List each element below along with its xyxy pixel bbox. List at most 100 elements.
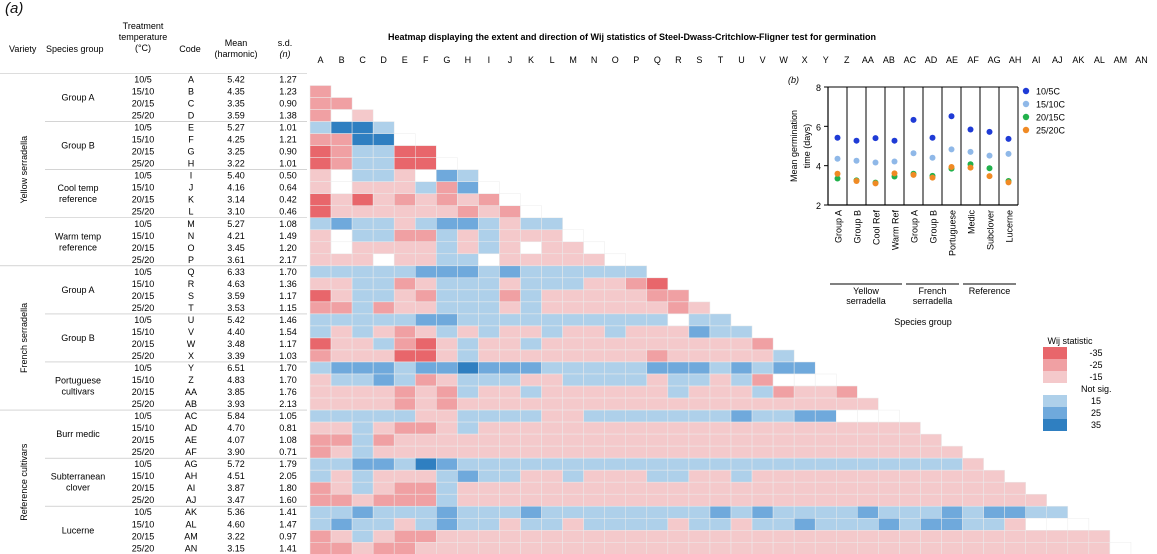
heatmap-cell bbox=[415, 445, 437, 459]
temp-cell: 25/20 bbox=[132, 399, 155, 409]
heatmap-cell bbox=[709, 409, 732, 423]
mean-cell: 3.90 bbox=[227, 447, 245, 457]
heatmap-cell bbox=[857, 542, 879, 554]
legend-swatch bbox=[1043, 407, 1067, 419]
heatmap-cell bbox=[814, 385, 837, 399]
mean-cell: 4.16 bbox=[227, 183, 245, 193]
heatmap-cell bbox=[309, 205, 332, 218]
heatmap-cell bbox=[541, 421, 563, 435]
code-cell: K bbox=[188, 195, 194, 205]
heatmap-cell bbox=[688, 457, 711, 471]
heatmap-cell bbox=[562, 313, 584, 327]
heatmap-cell bbox=[667, 530, 690, 543]
mean-cell: 4.25 bbox=[227, 135, 245, 145]
heatmap-title: Heatmap displaying the extent and direct… bbox=[388, 32, 876, 42]
inset-data-point bbox=[1005, 135, 1012, 142]
heatmap-cell bbox=[457, 349, 479, 363]
heatmap-cell bbox=[309, 373, 332, 387]
heatmap-cell bbox=[920, 457, 942, 471]
heatmap-cell bbox=[646, 433, 669, 447]
heatmap-cell bbox=[330, 169, 353, 182]
heatmap-cell bbox=[393, 193, 416, 206]
mean-cell: 3.15 bbox=[227, 543, 245, 553]
heatmap-cell bbox=[920, 530, 942, 543]
heatmap-cell bbox=[857, 445, 879, 459]
heatmap-cell bbox=[351, 145, 374, 158]
heatmap-cell bbox=[646, 445, 669, 459]
heatmap-cell bbox=[899, 469, 921, 483]
mean-cell: 4.51 bbox=[227, 471, 245, 481]
heatmap-cell bbox=[583, 325, 605, 339]
heatmap-cell bbox=[520, 349, 542, 363]
heatmap-cell bbox=[457, 337, 479, 351]
heatmap-cell bbox=[899, 457, 921, 471]
heatmap-cell bbox=[667, 493, 690, 507]
heatmap-cell bbox=[309, 530, 332, 543]
heatmap-cell bbox=[372, 301, 395, 315]
heatmap-cell bbox=[436, 205, 458, 218]
heatmap-cell bbox=[330, 313, 353, 327]
heatmap-cell bbox=[688, 445, 711, 459]
heatmap-cell bbox=[457, 433, 479, 447]
code-cell: M bbox=[187, 219, 195, 229]
inset-data-point bbox=[891, 170, 898, 177]
heatmap-cell bbox=[436, 301, 458, 315]
heatmap-cell bbox=[562, 337, 584, 351]
heatmap-cell bbox=[688, 469, 711, 483]
heatmap-cell bbox=[393, 277, 416, 291]
heatmap-cell bbox=[793, 433, 816, 447]
heatmap-cell bbox=[730, 397, 753, 411]
heatmap-cell bbox=[436, 241, 458, 255]
heatmap-cell bbox=[836, 530, 858, 543]
heatmap-cell bbox=[646, 397, 669, 411]
heatmap-cell bbox=[836, 505, 858, 519]
heatmap-cell bbox=[393, 145, 416, 158]
heatmap-cell bbox=[436, 445, 458, 459]
code-cell: G bbox=[187, 147, 194, 157]
temp-cell: 20/15 bbox=[132, 195, 155, 205]
sd-cell: 1.76 bbox=[279, 387, 297, 397]
heatmap-cell bbox=[562, 542, 584, 554]
inset-data-point bbox=[967, 126, 974, 133]
heatmap-cell bbox=[604, 445, 627, 459]
heatmap-cell bbox=[372, 517, 395, 531]
heatmap-cell bbox=[899, 421, 921, 435]
heatmap-cell bbox=[562, 373, 584, 387]
heatmap-cell bbox=[499, 337, 521, 351]
header-temp-line1: Treatment bbox=[123, 21, 164, 31]
heatmap-cell bbox=[330, 121, 353, 134]
sd-cell: 1.70 bbox=[279, 267, 297, 277]
heatmap-cell bbox=[646, 469, 669, 483]
heatmap-cell bbox=[415, 397, 437, 411]
inset-data-point bbox=[891, 158, 898, 165]
heatmap-cell bbox=[351, 337, 374, 351]
heatmap-cell bbox=[541, 229, 563, 243]
heatmap-cell bbox=[372, 445, 395, 459]
heatmap-cell bbox=[541, 517, 563, 531]
heatmap-cell bbox=[393, 421, 416, 435]
heatmap-cell bbox=[309, 145, 332, 158]
heatmap-cell bbox=[520, 530, 542, 543]
heatmap-cell bbox=[309, 493, 332, 507]
inset-data-point bbox=[929, 134, 936, 141]
heatmap-cell bbox=[941, 481, 963, 495]
heatmap-cell bbox=[541, 349, 563, 363]
heatmap-cell bbox=[1004, 517, 1026, 531]
heatmap-cell bbox=[309, 542, 332, 554]
heatmap-column-label: AA bbox=[862, 55, 874, 65]
heatmap-cell bbox=[772, 505, 795, 519]
heatmap-cell bbox=[667, 325, 690, 339]
heatmap-cell bbox=[499, 373, 521, 387]
mean-cell: 3.85 bbox=[227, 387, 245, 397]
heatmap-cell bbox=[562, 457, 584, 471]
heatmap-cell bbox=[730, 373, 753, 387]
heatmap-cell bbox=[625, 325, 648, 339]
heatmap-cell bbox=[330, 337, 353, 351]
inset-category-label: Portuguese bbox=[948, 210, 958, 256]
code-cell: O bbox=[187, 243, 194, 253]
heatmap-cell bbox=[351, 277, 374, 291]
sd-cell: 1.03 bbox=[279, 351, 297, 361]
sd-cell: 1.08 bbox=[279, 219, 297, 229]
code-cell: V bbox=[188, 327, 194, 337]
heatmap-cell bbox=[372, 373, 395, 387]
